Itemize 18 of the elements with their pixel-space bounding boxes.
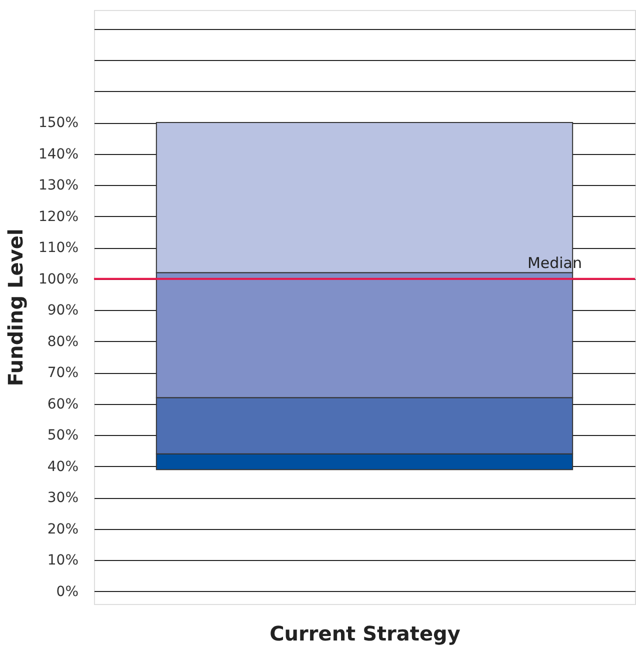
y-tick-label: 10% [47,552,78,569]
y-tick-label: 30% [47,490,78,506]
y-axis-title: Funding Level [3,228,28,386]
y-tick-label: 120% [38,208,78,225]
y-tick-label: 90% [47,302,78,319]
y-tick-label: 70% [47,365,78,382]
y-tick-label: 0% [56,584,78,600]
y-tick-label: 60% [47,396,78,412]
y-tick-label: 100% [38,271,78,288]
y-tick-label: 80% [47,334,78,350]
y-tick-label: 20% [47,521,78,538]
y-tick-label: 110% [38,240,78,256]
y-tick-label: 140% [38,146,78,162]
x-axis-title: Current Strategy [270,622,460,646]
y-tick-label: 150% [38,115,78,132]
y-tick-label: 40% [47,458,78,475]
y-tick-label: 50% [47,428,78,444]
y-tick-label: 130% [38,178,78,194]
